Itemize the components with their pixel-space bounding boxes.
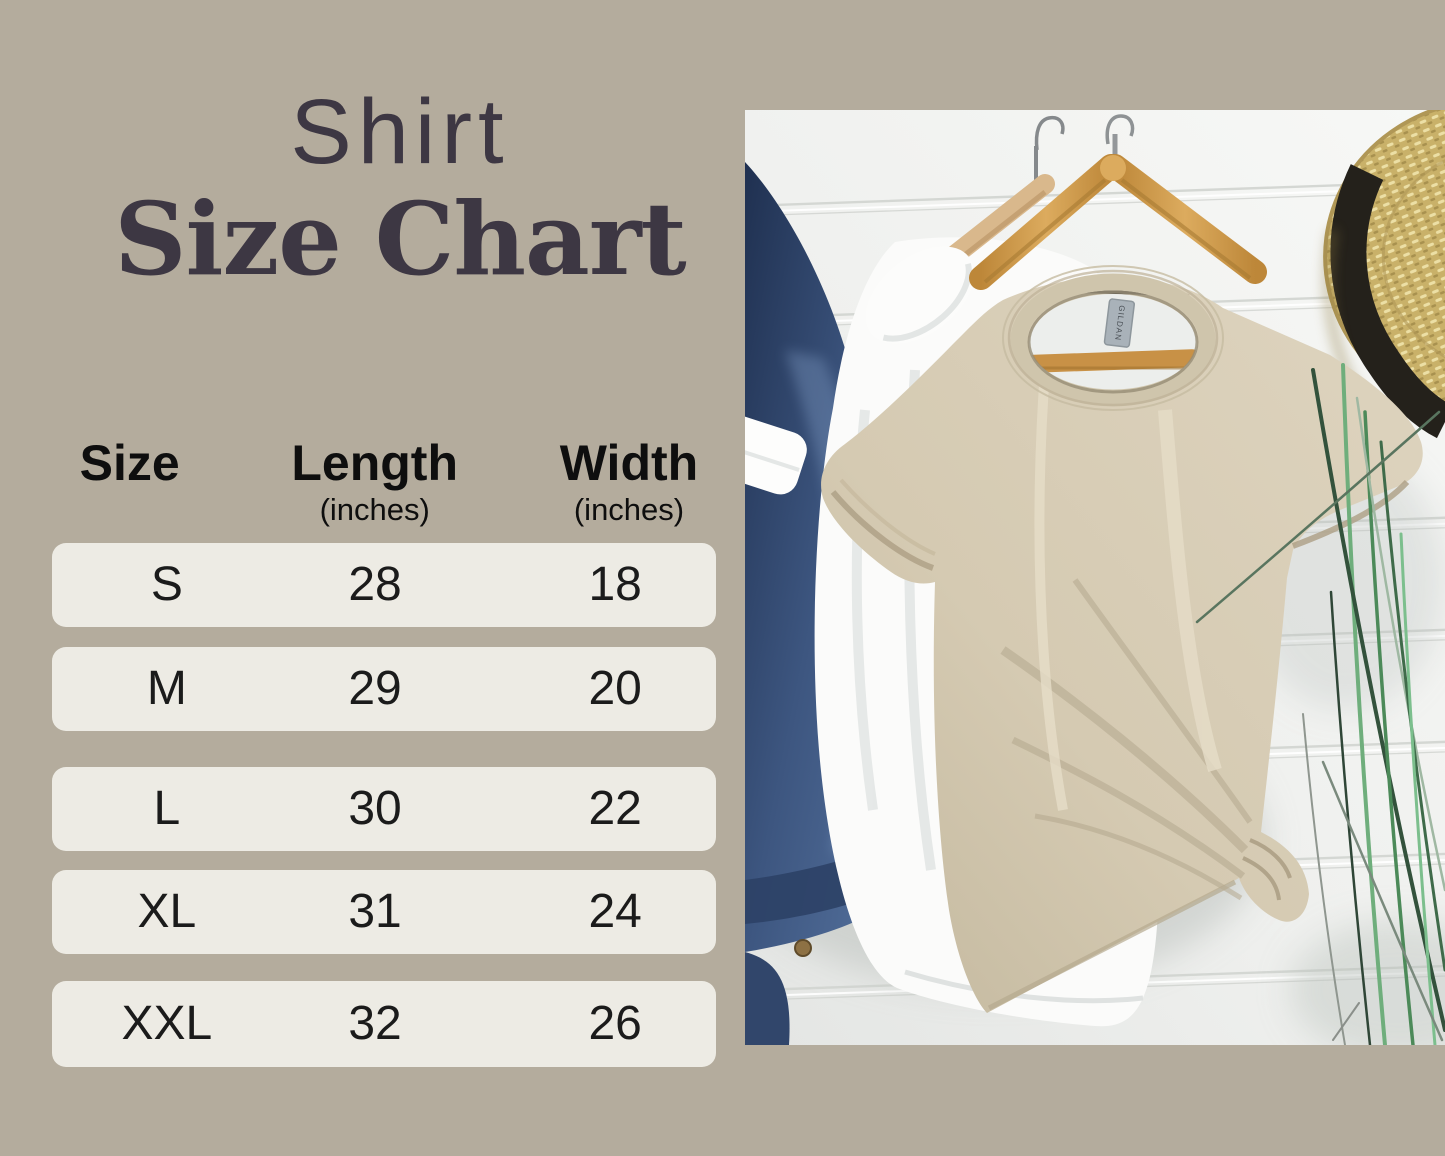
header-width: Width (inches) xyxy=(542,438,716,527)
width-cell: 20 xyxy=(588,662,642,715)
header-width-label: Width xyxy=(559,435,699,491)
width-cell: 18 xyxy=(588,558,642,611)
header-length: Length (inches) xyxy=(207,438,542,527)
hat-band xyxy=(1330,164,1445,439)
length-cell: 32 xyxy=(348,997,402,1050)
white-sleeve-roll xyxy=(865,246,975,344)
table-row: M 29 20 xyxy=(52,647,716,731)
size-cell: XL xyxy=(137,885,197,938)
length-cell: 31 xyxy=(348,885,402,938)
page-title: Shirt Size Chart xyxy=(40,84,760,289)
length-cell: 30 xyxy=(348,782,402,835)
width-cell: 24 xyxy=(588,885,642,938)
hanger-hook xyxy=(1105,114,1135,145)
tan-tshirt: GILDAN xyxy=(821,265,1423,1013)
size-cell: L xyxy=(153,782,181,835)
table-header: Size Length (inches) Width (inches) xyxy=(52,438,716,527)
collar-rib xyxy=(1010,273,1216,407)
width-cell: 26 xyxy=(588,997,642,1050)
table-row: L 30 22 xyxy=(52,767,716,851)
size-cell: S xyxy=(150,558,183,611)
product-photo: GILDAN xyxy=(745,110,1445,1045)
length-cell: 29 xyxy=(348,662,402,715)
shirt-label-text: GILDAN xyxy=(1113,305,1126,342)
size-cell: M xyxy=(146,662,187,715)
hanger-hook xyxy=(1034,115,1065,151)
header-size-label: Size xyxy=(79,435,180,491)
table-row: XL 31 24 xyxy=(52,870,716,954)
width-cell: 22 xyxy=(588,782,642,835)
title-size-chart: Size Chart xyxy=(114,179,686,298)
header-length-sub: (inches) xyxy=(319,492,430,527)
header-length-label: Length xyxy=(291,435,459,491)
table-row: XXL 32 26 xyxy=(52,981,716,1067)
grass-leaves xyxy=(1195,363,1445,1045)
front-hanger xyxy=(969,114,1267,290)
header-size: Size xyxy=(52,438,207,527)
knot xyxy=(1242,838,1292,901)
title-shirt: Shirt xyxy=(290,81,510,183)
header-width-sub: (inches) xyxy=(573,492,685,527)
size-cell: XXL xyxy=(121,997,213,1050)
table-row: S 28 18 xyxy=(52,543,716,627)
length-cell: 28 xyxy=(348,558,402,611)
collar-label: GILDAN xyxy=(1103,298,1135,348)
